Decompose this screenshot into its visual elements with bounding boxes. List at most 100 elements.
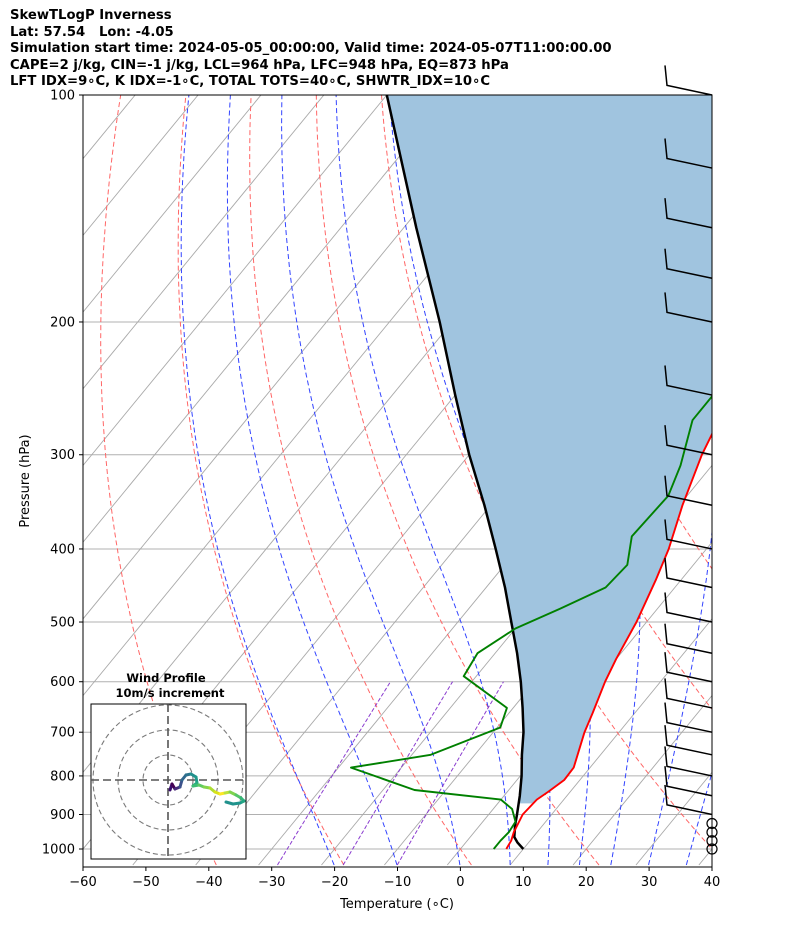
- wind-barb-staff: [664, 198, 713, 229]
- x-tick-label: 10: [515, 875, 532, 890]
- y-axis-label: Pressure (hPa): [18, 434, 33, 527]
- x-tick-label: 20: [578, 875, 595, 890]
- wind-barb-staff: [664, 766, 713, 797]
- hodograph-inset: Wind Profile 10m/s increment: [90, 671, 247, 860]
- plot-area: [83, 95, 794, 866]
- wind-barb-staff: [664, 65, 713, 96]
- wind-barb-staff: [664, 557, 713, 589]
- mixing-ratio-line: [396, 681, 504, 866]
- wind-barb-staff: [664, 138, 713, 169]
- moist-adiabat: [180, 95, 335, 866]
- wind-barb: [664, 652, 713, 683]
- wind-barbs: [664, 65, 718, 855]
- isotherm-line: [698, 848, 712, 866]
- isotherm-line: [83, 95, 513, 620]
- y-tick-label: 600: [50, 675, 75, 690]
- wind-barb: [664, 766, 713, 797]
- y-tick-label: 500: [50, 616, 75, 631]
- wind-barb-staff: [664, 623, 713, 654]
- dry-adiabat: [773, 95, 794, 865]
- moist-adiabat: [636, 95, 712, 866]
- wind-barb-staff: [664, 746, 713, 777]
- x-tick-label: 0: [456, 875, 464, 890]
- moist-adiabat: [226, 95, 398, 866]
- dewpoint-profile-line: [350, 394, 712, 850]
- wind-barb-staff: [664, 652, 713, 683]
- x-tick-label: −30: [258, 875, 285, 890]
- wind-barb: [664, 365, 713, 396]
- temperature-profile-line: [505, 432, 712, 850]
- dry-adiabat: [177, 95, 345, 866]
- wind-barb-calm: [706, 826, 718, 838]
- axes: −60 −50 −40 −30 −20 −10 0 10 20 30 40 1000 900 800 700…: [42, 89, 720, 891]
- x-tick-label: 40: [704, 875, 721, 890]
- x-tick-label: −40: [195, 875, 222, 890]
- moist-adiabat: [388, 95, 551, 866]
- wind-barb-staff: [664, 292, 713, 323]
- indices-line-2: LFT IDX=9∘C, K IDX=-1∘C, TOTAL TOTS=40∘C…: [10, 74, 491, 90]
- wind-barb-staff: [664, 702, 713, 733]
- wind-barb-calm: [706, 843, 718, 855]
- y-tick-label: 400: [50, 542, 75, 557]
- wind-barb: [664, 65, 713, 96]
- isotherm-line: [83, 95, 325, 390]
- wind-barb: [664, 592, 713, 623]
- wind-barb: [664, 746, 713, 777]
- wind-barb-calm: [706, 835, 718, 847]
- wind-barb: [664, 678, 713, 709]
- dry-adiabat: [315, 95, 600, 866]
- wind-barb: [664, 198, 713, 229]
- isotherm-line: [83, 95, 262, 313]
- wind-barb: [664, 784, 713, 816]
- wind-barb: [664, 475, 713, 506]
- wind-barb: [664, 138, 713, 169]
- time-line: Simulation start time: 2024-05-05_00:00:…: [10, 41, 612, 57]
- wind-barb: [664, 248, 713, 279]
- wind-barb: [664, 292, 713, 323]
- title: SkewTLogP Inverness: [10, 8, 172, 23]
- chart-header: SkewTLogP Inverness Lat: 57.54 Lon: -4.05…: [10, 8, 612, 91]
- wind-barb-staff: [664, 365, 713, 396]
- isotherm-line: [83, 95, 388, 467]
- wind-barb: [664, 623, 713, 654]
- wind-barb-staff: [664, 592, 713, 623]
- isotherm-line: [83, 95, 451, 543]
- x-tick-label: −10: [384, 875, 411, 890]
- x-tick-label: 30: [641, 875, 658, 890]
- mixing-ratio-line: [277, 681, 391, 866]
- wind-barb-staff: [664, 784, 713, 816]
- wind-barb-staff: [664, 248, 713, 279]
- wind-barb-staff: [664, 519, 713, 550]
- mixing-ratio-line: [342, 681, 454, 866]
- isotherm-line: [572, 694, 712, 866]
- hodograph-title: Wind Profile: [126, 671, 206, 685]
- wind-barb: [664, 425, 713, 456]
- y-tick-label: 1000: [42, 843, 75, 858]
- wind-barb-staff: [664, 725, 713, 756]
- wind-barb: [664, 557, 713, 589]
- wind-barb-calm: [706, 817, 718, 830]
- x-axis-label: Temperature (∘C): [339, 897, 454, 912]
- wind-barb-staff: [664, 678, 713, 709]
- x-tick-label: −50: [132, 875, 159, 890]
- hodograph-subtitle: 10m/s increment: [116, 686, 225, 700]
- dry-adiabat: [707, 95, 712, 109]
- isotherm-line: [384, 464, 712, 866]
- y-tick-label: 300: [50, 448, 75, 463]
- y-tick-label: 900: [50, 808, 75, 823]
- wind-barb: [664, 519, 713, 550]
- wind-barb: [664, 702, 713, 733]
- x-tick-label: −60: [69, 875, 96, 890]
- cape-shading: [386, 95, 712, 804]
- location-line: Lat: 57.54 Lon: -4.05: [10, 24, 174, 40]
- isotherm-line: [509, 618, 712, 866]
- y-tick-label: 200: [50, 315, 75, 330]
- x-tick-label: −20: [321, 875, 348, 890]
- indices-line-1: CAPE=2 j/kg, CIN=-1 j/kg, LCL=964 hPa, L…: [10, 57, 509, 73]
- wind-barb-staff: [664, 425, 713, 456]
- hodograph-trace-segment: [224, 800, 235, 806]
- moist-adiabat: [335, 95, 511, 866]
- isotherm-line: [83, 95, 199, 237]
- y-tick-label: 800: [50, 769, 75, 784]
